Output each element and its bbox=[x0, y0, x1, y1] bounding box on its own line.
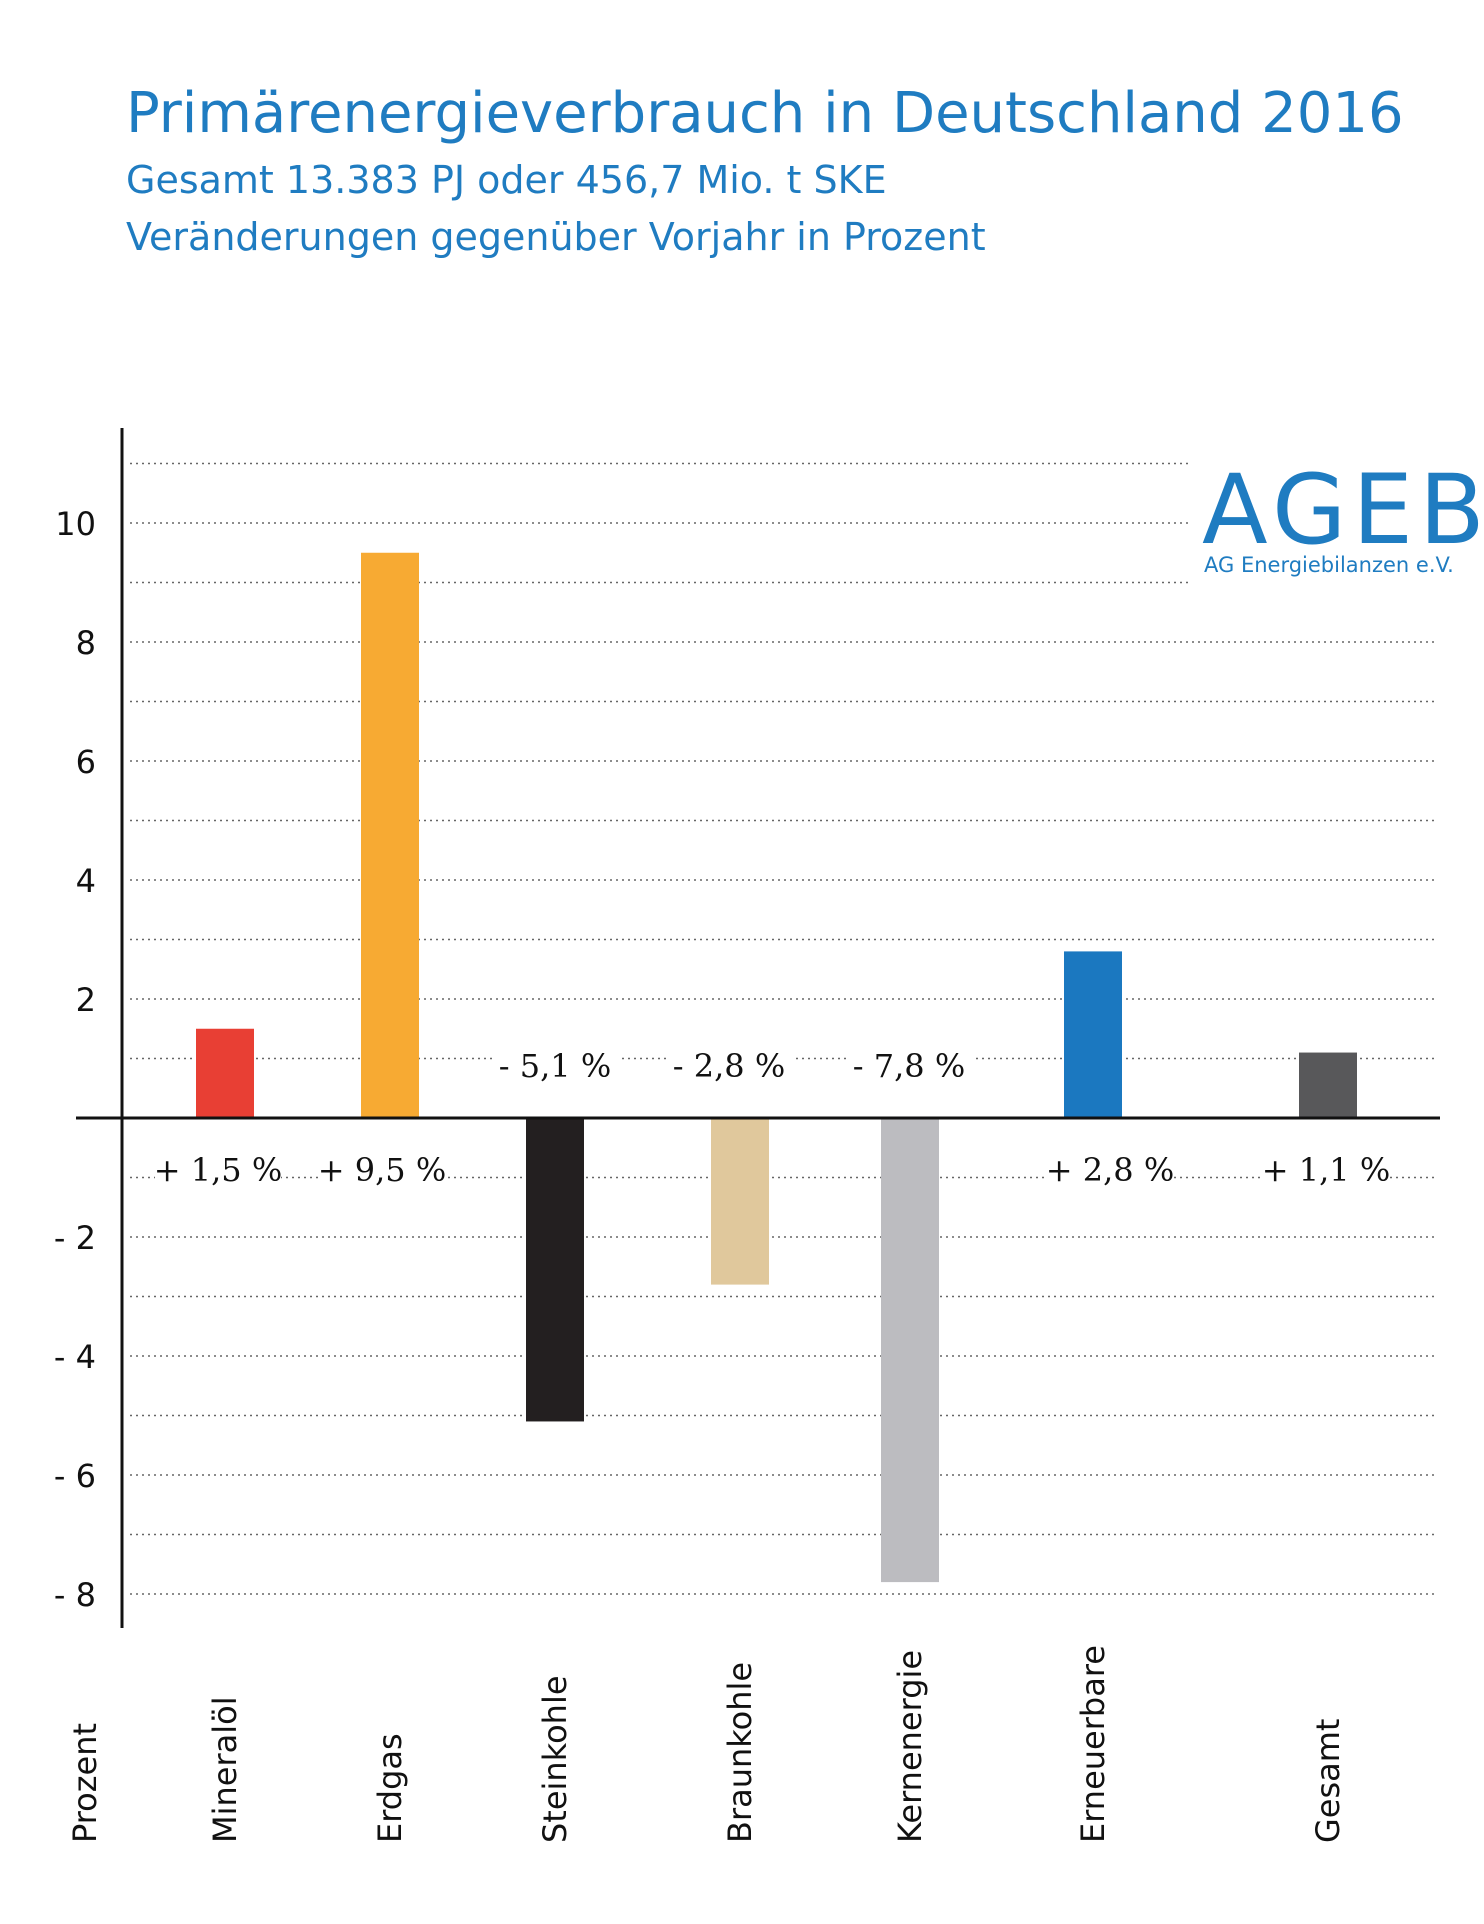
category-label: Erdgas bbox=[371, 1733, 409, 1843]
chart-subtitle-2: Veränderungen gegenüber Vorjahr in Proze… bbox=[126, 215, 986, 259]
y-ticks: 10 8 6 4 2 - 2 - 4 - 6 - 8 bbox=[54, 505, 96, 1614]
data-label-background bbox=[155, 1149, 281, 1193]
bar-gesamt bbox=[1299, 1052, 1357, 1118]
y-tick-label: - 6 bbox=[54, 1457, 96, 1495]
category-label: Braunkohle bbox=[721, 1662, 759, 1843]
y-tick-label: 8 bbox=[76, 624, 96, 662]
bar-braunkohle bbox=[711, 1118, 769, 1285]
y-tick-label: 4 bbox=[76, 862, 96, 900]
data-label: + 2,8 % bbox=[1046, 1151, 1174, 1189]
data-label-background bbox=[1047, 1149, 1173, 1193]
bar-kernenergie bbox=[881, 1118, 939, 1583]
bar-erneuerbare bbox=[1064, 951, 1122, 1118]
y-tick-label: - 2 bbox=[54, 1219, 96, 1257]
chart-subtitle: Gesamt 13.383 PJ oder 456,7 Mio. t SKE bbox=[126, 158, 887, 202]
category-label: Erneuerbare bbox=[1074, 1645, 1112, 1843]
category-label: Kernenergie bbox=[891, 1650, 929, 1843]
bar-mineralöl bbox=[196, 1028, 254, 1118]
bars bbox=[196, 552, 1357, 1583]
logo-background bbox=[1188, 458, 1456, 598]
data-label: - 5,1 % bbox=[499, 1047, 611, 1085]
logo-text: AGEB bbox=[1202, 454, 1484, 566]
data-label: + 1,5 % bbox=[154, 1151, 282, 1189]
category-labels: Mineralöl Erdgas Steinkohle Braunkohle Kerne… bbox=[206, 1645, 1347, 1843]
category-label: Gesamt bbox=[1309, 1719, 1347, 1843]
data-labels: + 1,5 % + 9,5 % - 5,1 % - 2,8 % - 7,8 % + 2,8… bbox=[154, 1045, 1390, 1193]
data-label-background bbox=[846, 1045, 972, 1089]
bar-erdgas bbox=[361, 552, 419, 1118]
y-tick-label: - 4 bbox=[54, 1338, 96, 1376]
y-tick-label: - 8 bbox=[54, 1576, 96, 1614]
category-label: Steinkohle bbox=[536, 1675, 574, 1843]
data-label-background bbox=[492, 1045, 618, 1089]
data-label-background bbox=[319, 1149, 445, 1193]
y-tick-label: 10 bbox=[55, 505, 96, 543]
bar-steinkohle bbox=[526, 1118, 584, 1422]
category-label: Mineralöl bbox=[206, 1696, 244, 1843]
logo-subtitle: AG Energiebilanzen e.V. bbox=[1204, 553, 1454, 577]
y-tick-label: 6 bbox=[76, 743, 96, 781]
gridlines bbox=[130, 462, 1436, 1595]
data-label-background bbox=[1263, 1149, 1389, 1193]
data-label: + 9,5 % bbox=[318, 1151, 446, 1189]
y-tick-label: 2 bbox=[76, 981, 96, 1019]
chart-title: Primärenergieverbrauch in Deutschland 20… bbox=[126, 81, 1404, 146]
data-label: - 2,8 % bbox=[673, 1047, 785, 1085]
y-axis-label: Prozent bbox=[66, 1723, 104, 1843]
data-label: - 7,8 % bbox=[853, 1047, 965, 1085]
data-label-background bbox=[666, 1045, 792, 1089]
axes bbox=[76, 428, 1440, 1628]
data-label: + 1,1 % bbox=[1262, 1151, 1390, 1189]
ageb-logo: AGEB AG Energiebilanzen e.V. bbox=[1188, 454, 1484, 598]
